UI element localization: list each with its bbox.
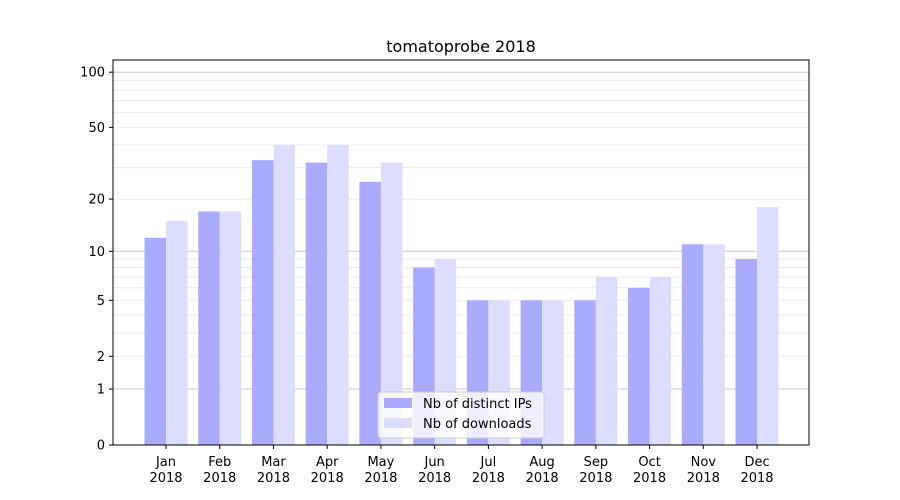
bar-downloads	[273, 145, 295, 445]
bar-downloads	[219, 211, 242, 445]
y-tick-label: 100	[80, 66, 105, 81]
bar-ips	[574, 300, 596, 445]
bar-ips	[251, 160, 274, 445]
bar-downloads	[542, 300, 564, 445]
bar-downloads	[327, 145, 349, 445]
bar-ips	[359, 181, 381, 446]
x-tick-label: Aug 2018	[526, 455, 559, 486]
x-tick-label: Oct 2018	[633, 455, 666, 486]
y-tick-label: 0	[97, 439, 105, 454]
chart-title: tomatoprobe 2018	[386, 37, 536, 56]
bar-downloads	[649, 277, 672, 445]
y-tick-label: 2	[97, 350, 105, 365]
x-tick-label: Mar 2018	[257, 455, 290, 486]
bar-ips	[735, 259, 758, 445]
y-tick-label: 20	[88, 193, 105, 208]
x-tick-label: Feb 2018	[203, 455, 236, 486]
y-tick-label: 5	[97, 294, 105, 309]
legend-swatch	[384, 418, 412, 428]
x-tick-label: Jul 2018	[472, 455, 505, 486]
bars	[144, 145, 779, 446]
bar-downloads	[703, 244, 725, 445]
y-tick-label: 1	[97, 383, 105, 398]
bar-ips	[628, 287, 650, 445]
x-axis: Jan 2018 Feb 2018 Mar 2018 Apr 2018 May 2018 Jun 20…	[149, 445, 774, 486]
bar-downloads	[380, 162, 403, 446]
legend-box	[377, 391, 545, 439]
x-tick-label: Jun 2018	[418, 455, 451, 486]
x-tick-label: Nov 2018	[687, 455, 720, 486]
bar-ips	[198, 211, 220, 445]
x-tick-label: Jan 2018	[149, 455, 182, 486]
bar-downloads	[595, 277, 618, 445]
legend-swatch	[384, 398, 412, 408]
y-tick-label: 10	[88, 245, 105, 260]
bar-ips	[681, 244, 704, 445]
plot-frame	[112, 59, 810, 446]
x-tick-label: Dec 2018	[740, 455, 773, 486]
y-tick-label: 50	[88, 121, 105, 136]
bar-ips	[144, 237, 166, 445]
legend-label: Nb of downloads	[423, 417, 532, 432]
x-tick-label: May 2018	[364, 455, 397, 486]
legend: Nb of distinct IPs Nb of downloads	[377, 391, 545, 439]
bar-downloads	[757, 207, 779, 445]
legend-label: Nb of distinct IPs	[423, 397, 532, 412]
bar-ips	[305, 162, 328, 446]
y-axis: 0 1 2 5 10 20 50 100	[80, 66, 113, 454]
x-tick-label: Sep 2018	[579, 455, 612, 486]
x-tick-label: Apr 2018	[311, 455, 344, 486]
bar-downloads	[166, 221, 188, 445]
